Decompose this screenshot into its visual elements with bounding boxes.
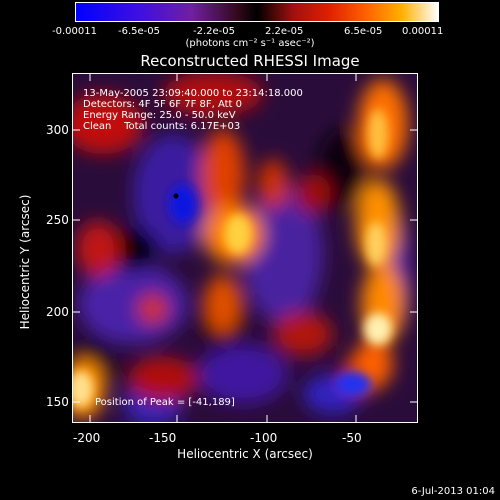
x-tick-label: -200: [73, 431, 101, 445]
colorbar-tick: 2.2e-05: [265, 26, 304, 37]
page-title: Reconstructed RHESSI Image: [140, 52, 360, 70]
peak-position-label: Position of Peak = [-41,189]: [95, 397, 235, 408]
colorbar-tick: -0.00011: [52, 26, 97, 37]
colorbar-unit-label: (photons cm⁻² s⁻¹ asec⁻²): [185, 38, 315, 49]
info-line-date: 13-May-2005 23:09:40.000 to 23:14:18.000: [83, 88, 303, 99]
colorbar: [75, 2, 439, 22]
colorbar-tick: 0.00011: [402, 26, 444, 37]
y-tick-label: 200: [46, 305, 69, 319]
x-tick-label: -150: [149, 431, 177, 445]
y-tick-label: 250: [46, 213, 69, 227]
info-line-detectors: Detectors: 4F 5F 6F 7F 8F, Att 0: [83, 99, 243, 110]
y-tick-label: 150: [46, 395, 69, 409]
x-tick-label: -100: [250, 431, 278, 445]
colorbar-tick: 6.5e-05: [344, 26, 383, 37]
info-line-counts: Clean Total counts: 6.17E+03: [83, 121, 241, 132]
info-line-energy: Energy Range: 25.0 - 50.0 keV: [83, 110, 236, 121]
x-axis-label: Heliocentric X (arcsec): [177, 447, 313, 461]
timestamp-footer: 6-Jul-2013 01:04: [411, 486, 495, 497]
y-tick-label: 300: [46, 123, 69, 137]
colorbar-tick: -2.2e-05: [193, 26, 235, 37]
peak-marker: [173, 193, 179, 199]
colorbar-tick: -6.5e-05: [118, 26, 160, 37]
x-tick-label: -50: [342, 431, 362, 445]
rhessi-image-plot: 13-May-2005 23:09:40.000 to 23:14:18.000…: [72, 73, 418, 423]
